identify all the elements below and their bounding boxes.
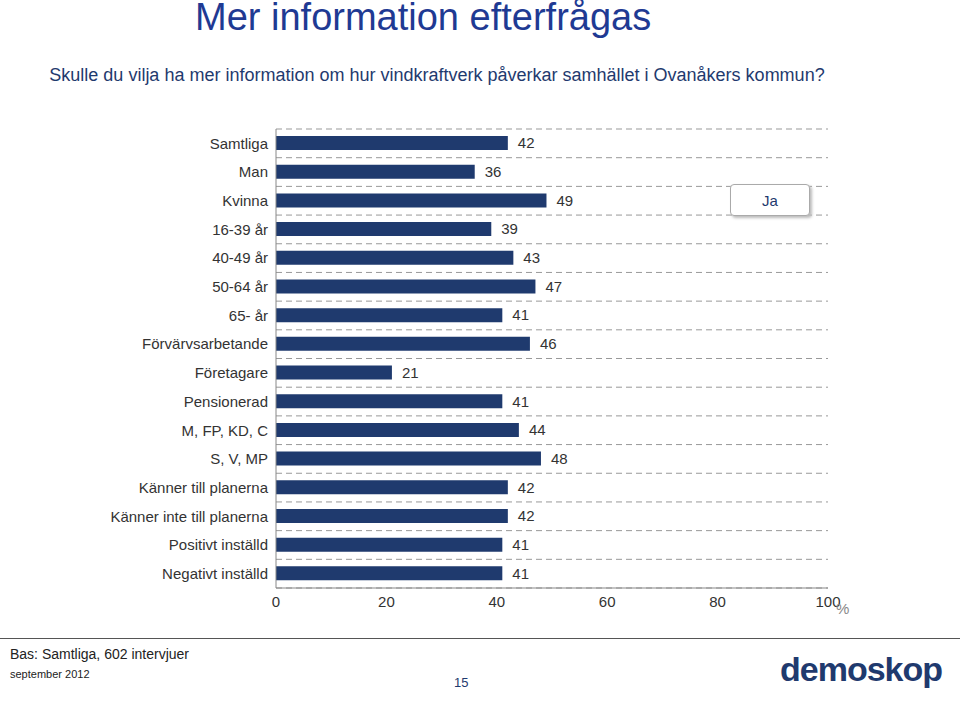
svg-text:Man: Man	[239, 163, 268, 180]
svg-text:41: 41	[512, 393, 529, 410]
svg-text:50-64 år: 50-64 år	[212, 278, 268, 295]
svg-text:47: 47	[545, 278, 562, 295]
svg-text:42: 42	[518, 134, 535, 151]
svg-text:Pensionerad: Pensionerad	[184, 393, 268, 410]
svg-text:Företagare: Företagare	[195, 364, 268, 381]
svg-text:Känner till planerna: Känner till planerna	[139, 479, 269, 496]
html-text:demoskop: demoskop	[780, 650, 942, 688]
svg-text:36: 36	[485, 163, 502, 180]
svg-text:40-49 år: 40-49 år	[212, 249, 268, 266]
html-text:Bas: Samtliga, 602 intervjuer: Bas: Samtliga, 602 intervjuer	[10, 646, 189, 662]
svg-text:Samtliga: Samtliga	[210, 135, 269, 152]
svg-text:39: 39	[501, 220, 518, 237]
svg-text:80: 80	[709, 593, 726, 610]
svg-text:49: 49	[556, 192, 573, 209]
svg-text:20: 20	[378, 593, 395, 610]
svg-text:16-39 år: 16-39 år	[212, 221, 268, 238]
html-text:Skulle du vilja ha mer informa: Skulle du vilja ha mer information om hu…	[49, 65, 825, 85]
svg-text:60: 60	[599, 593, 616, 610]
svg-text:S, V, MP: S, V, MP	[210, 450, 268, 467]
svg-text:Negativt inställd: Negativt inställd	[162, 565, 268, 582]
svg-text:21: 21	[402, 364, 419, 381]
svg-text:43: 43	[523, 249, 540, 266]
svg-text:42: 42	[518, 507, 535, 524]
svg-text:Känner inte till planerna: Känner inte till planerna	[110, 508, 268, 525]
svg-text:41: 41	[512, 565, 529, 582]
html-text:september 2012: september 2012	[10, 668, 90, 680]
svg-text:0: 0	[272, 593, 280, 610]
svg-text:40: 40	[488, 593, 505, 610]
svg-text:Förvärvsarbetande: Förvärvsarbetande	[142, 335, 268, 352]
svg-text:42: 42	[518, 479, 535, 496]
svg-text:Positivt inställd: Positivt inställd	[169, 536, 268, 553]
svg-text:65- år: 65- år	[229, 307, 268, 324]
svg-text:Kvinna: Kvinna	[222, 192, 269, 209]
svg-text:48: 48	[551, 450, 568, 467]
svg-text:41: 41	[512, 306, 529, 323]
html-text:15: 15	[454, 675, 469, 690]
html-text:Ja: Ja	[762, 191, 778, 209]
svg-text:41: 41	[512, 536, 529, 553]
svg-text:46: 46	[540, 335, 557, 352]
svg-text:100: 100	[815, 592, 841, 610]
svg-text:44: 44	[529, 421, 546, 438]
svg-text:M, FP, KD, C: M, FP, KD, C	[182, 422, 269, 439]
